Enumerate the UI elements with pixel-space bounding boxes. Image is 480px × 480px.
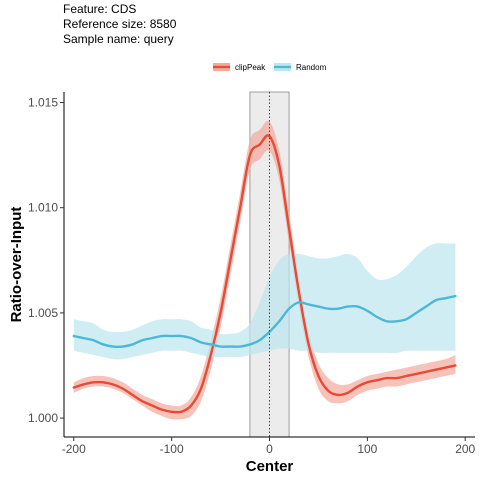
x-tick-label: 0	[266, 442, 273, 456]
legend: clipPeak Random	[213, 63, 327, 72]
legend-label-clippeak: clipPeak	[235, 63, 266, 72]
x-tick-label: -100	[160, 442, 184, 456]
x-tick-label: 100	[357, 442, 377, 456]
y-tick-label: 1.010	[28, 201, 58, 215]
y-tick-label: 1.000	[28, 411, 58, 425]
x-tick-label: -200	[62, 442, 86, 456]
legend-label-random: Random	[296, 63, 327, 72]
y-axis-title: Ratio-over-Input	[8, 207, 25, 323]
plot-area	[74, 92, 456, 437]
y-tick-label: 1.015	[28, 96, 58, 110]
x-axis-title: Center	[246, 458, 294, 475]
x-tick-label: 200	[455, 442, 475, 456]
y-tick-label: 1.005	[28, 306, 58, 320]
